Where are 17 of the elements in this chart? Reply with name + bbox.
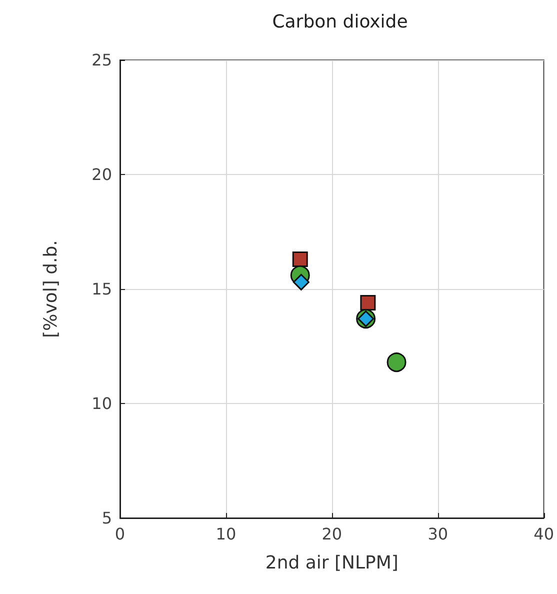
x-tick-label: 20 xyxy=(322,524,342,544)
point xyxy=(360,294,376,310)
y-tick-label: 25 xyxy=(92,50,112,70)
y-tick-label: 10 xyxy=(92,394,112,413)
x-tick-label: 30 xyxy=(428,524,448,544)
point xyxy=(292,251,308,267)
y-axis-title: [%vol] d.b. xyxy=(40,240,62,338)
y-tick-label: 20 xyxy=(92,165,112,184)
x-axis-title: 2nd air [NLPM] xyxy=(265,552,398,574)
x-tick-label: 0 xyxy=(114,524,126,544)
point xyxy=(386,352,406,372)
x-tick-label: 10 xyxy=(216,524,236,544)
point xyxy=(292,274,310,290)
x-tick-label: 40 xyxy=(534,524,554,544)
chart-title: Carbon dioxide xyxy=(272,12,408,32)
y-tick-label: 5 xyxy=(102,508,112,528)
y-tick-label: 15 xyxy=(92,280,112,298)
